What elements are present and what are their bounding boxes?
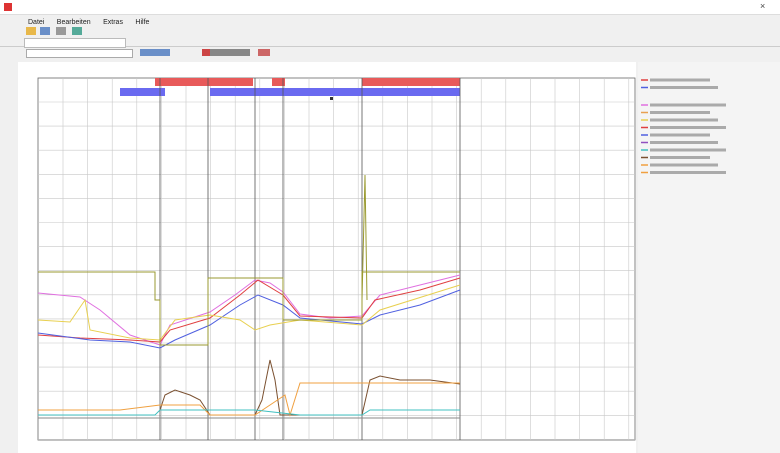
markers [159, 78, 461, 440]
status-bar-red [155, 78, 253, 86]
close-button[interactable]: × [760, 1, 766, 11]
plot-area [37, 77, 636, 441]
legend-text [650, 133, 710, 137]
legend-text [650, 78, 710, 82]
status-bar-blue [210, 88, 460, 96]
menu-bar: Datei Bearbeiten Extras Hilfe [0, 15, 780, 26]
curves [37, 174, 461, 419]
legend-text [650, 141, 718, 144]
toolbar [0, 26, 780, 36]
tab-row [0, 38, 780, 48]
grid [38, 78, 635, 440]
legend-text [650, 111, 710, 114]
menu-item[interactable]: Datei [28, 19, 45, 26]
tab[interactable] [24, 38, 126, 48]
cursor [330, 97, 333, 100]
app-icon [4, 3, 12, 11]
chart-toolbar [0, 48, 780, 58]
title-bar: × [0, 0, 780, 15]
legend-text [650, 86, 718, 89]
legend-text [650, 118, 718, 122]
toolbar-icons[interactable] [26, 27, 106, 35]
legend-text [650, 171, 726, 174]
chart-tools[interactable] [140, 49, 295, 56]
legend-text [650, 103, 726, 107]
status-bar-red [272, 78, 285, 86]
legend [638, 62, 780, 453]
menu-item[interactable]: Extras [103, 19, 123, 26]
menu-item[interactable]: Hilfe [135, 19, 150, 26]
status-bar-red [362, 78, 460, 86]
dropdown[interactable] [26, 49, 133, 58]
status-bar-blue [120, 88, 165, 96]
legend-text [650, 148, 726, 152]
legend-text [650, 163, 718, 167]
legend-text [650, 126, 726, 129]
menu-item[interactable]: Bearbeiten [56, 19, 91, 26]
legend-text [650, 156, 710, 159]
